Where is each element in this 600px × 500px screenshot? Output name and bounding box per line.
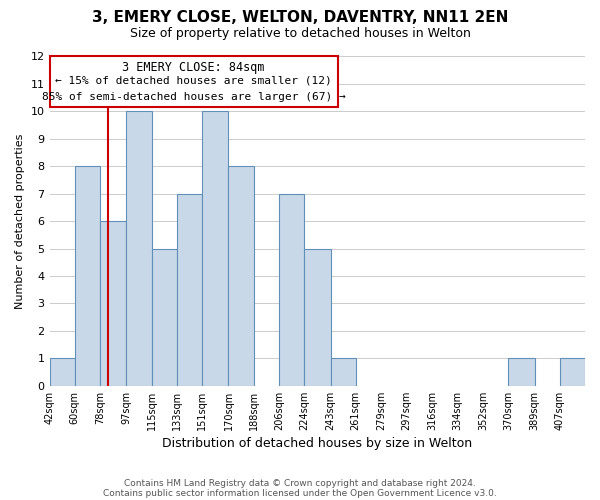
Bar bbox=[50, 358, 75, 386]
Bar bbox=[100, 221, 127, 386]
Text: Contains HM Land Registry data © Crown copyright and database right 2024.: Contains HM Land Registry data © Crown c… bbox=[124, 478, 476, 488]
Bar bbox=[202, 112, 229, 386]
Bar bbox=[560, 358, 585, 386]
Text: 3, EMERY CLOSE, WELTON, DAVENTRY, NN11 2EN: 3, EMERY CLOSE, WELTON, DAVENTRY, NN11 2… bbox=[92, 10, 508, 25]
Bar bbox=[50, 56, 338, 108]
Bar bbox=[177, 194, 202, 386]
X-axis label: Distribution of detached houses by size in Welton: Distribution of detached houses by size … bbox=[162, 437, 472, 450]
Bar bbox=[508, 358, 535, 386]
Bar bbox=[331, 358, 356, 386]
Bar bbox=[127, 112, 152, 386]
Bar bbox=[75, 166, 100, 386]
Bar bbox=[229, 166, 254, 386]
Bar bbox=[304, 248, 331, 386]
Y-axis label: Number of detached properties: Number of detached properties bbox=[15, 134, 25, 309]
Text: ← 15% of detached houses are smaller (12): ← 15% of detached houses are smaller (12… bbox=[55, 75, 332, 85]
Text: Size of property relative to detached houses in Welton: Size of property relative to detached ho… bbox=[130, 28, 470, 40]
Text: 85% of semi-detached houses are larger (67) →: 85% of semi-detached houses are larger (… bbox=[41, 92, 346, 102]
Bar bbox=[279, 194, 304, 386]
Bar bbox=[152, 248, 177, 386]
Text: 3 EMERY CLOSE: 84sqm: 3 EMERY CLOSE: 84sqm bbox=[122, 62, 265, 74]
Text: Contains public sector information licensed under the Open Government Licence v3: Contains public sector information licen… bbox=[103, 488, 497, 498]
